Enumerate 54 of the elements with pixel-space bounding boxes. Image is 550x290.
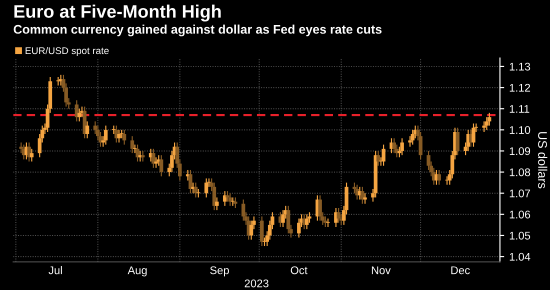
- x-tick-label: Aug: [128, 266, 147, 276]
- candlestick: [152, 148, 156, 168]
- candlestick: [188, 169, 192, 194]
- candlestick: [204, 178, 208, 198]
- candlestick: [318, 194, 322, 222]
- y-tick-label: 1.05: [510, 232, 530, 240]
- candlestick: [30, 148, 34, 162]
- candlestick: [472, 122, 476, 148]
- candlestick: [234, 196, 238, 209]
- candlestick: [85, 120, 90, 139]
- candlestick: [363, 192, 367, 204]
- y-tick-label: 1.04: [510, 252, 530, 261]
- y-tick-label: 1.07: [510, 189, 530, 198]
- candlestick: [136, 144, 140, 162]
- legend-label: EUR/USD spot rate: [26, 46, 109, 56]
- y-tick-label: 1.08: [510, 168, 530, 176]
- candlestick: [304, 214, 309, 230]
- candlestick: [104, 125, 108, 146]
- candlestick: [400, 138, 404, 156]
- candlestick: [117, 129, 121, 144]
- candlestick: [410, 129, 415, 146]
- candlestick: [297, 218, 301, 238]
- y-tick-label: 1.12: [510, 84, 530, 92]
- candlestick: [392, 138, 396, 154]
- candlestick: [154, 156, 158, 168]
- candlestick: [112, 125, 116, 135]
- candlestick: [281, 210, 285, 228]
- candlestick: [382, 144, 386, 166]
- x-axis-title: 2023: [244, 279, 268, 288]
- x-tick-label: Oct: [290, 266, 308, 274]
- candlestick: [215, 196, 219, 211]
- candlestick: [336, 207, 340, 224]
- candlestick: [456, 127, 460, 156]
- candlestick: [482, 120, 486, 132]
- candlestick: [27, 142, 31, 162]
- candlestick: [241, 198, 246, 222]
- y-tick-label: 1.06: [510, 210, 530, 218]
- candlestick: [249, 220, 254, 240]
- y-tick-label: 1.11: [510, 105, 530, 113]
- candlestick: [226, 190, 230, 202]
- chart-title: Euro at Five-Month High: [14, 4, 221, 22]
- candlestick: [324, 216, 328, 228]
- x-tick-label: Nov: [372, 266, 391, 274]
- x-tick-label: Jul: [48, 266, 62, 274]
- candlestick: [437, 169, 441, 186]
- y-tick-label: 1.10: [510, 126, 530, 134]
- x-tick-label: Dec: [451, 266, 470, 274]
- chart-subtitle: Common currency gained against dollar as Fed eyes rate cuts: [14, 24, 382, 36]
- y-tick-label: 1.09: [510, 147, 530, 156]
- candlestick: [488, 112, 492, 126]
- y-axis-title: US dollars: [538, 132, 548, 188]
- x-tick-label: Sep: [210, 266, 229, 276]
- y-tick-label: 1.13: [510, 62, 530, 71]
- candlestick: [260, 216, 264, 247]
